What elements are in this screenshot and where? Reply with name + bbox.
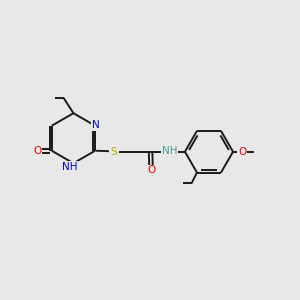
Text: O: O bbox=[147, 165, 155, 176]
Text: NH: NH bbox=[62, 162, 77, 172]
Text: N: N bbox=[92, 120, 100, 130]
Text: NH: NH bbox=[162, 146, 178, 156]
Text: S: S bbox=[110, 147, 117, 157]
Text: O: O bbox=[238, 147, 247, 157]
Text: O: O bbox=[33, 146, 42, 156]
